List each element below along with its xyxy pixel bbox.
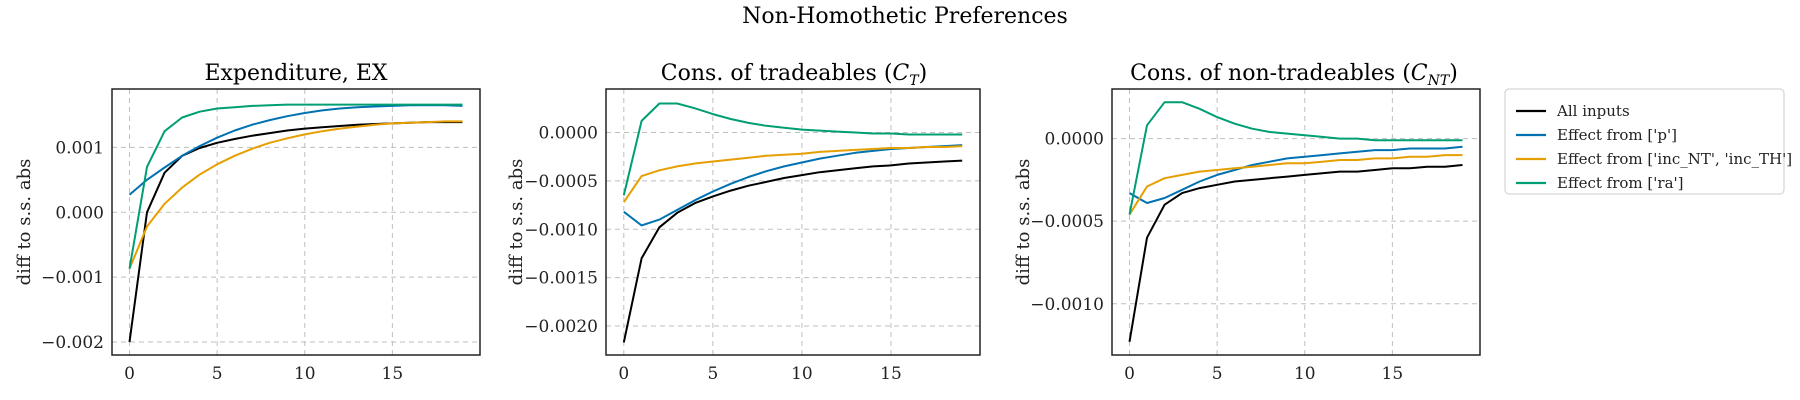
x-tick-label: 10	[791, 364, 813, 384]
series-line	[1128, 101, 1463, 215]
series-line	[623, 144, 963, 227]
panel-title-text: Cons. of tradeables	[661, 61, 877, 86]
y-tick-label: −0.0010	[524, 220, 598, 240]
plot-frame	[111, 88, 481, 356]
y-axis-label: diff to s.s. abs	[506, 159, 527, 286]
panel-title-text: Cons. of non-tradeables	[1130, 61, 1395, 86]
panel-title-sub: T	[909, 73, 920, 89]
figure-title: Non-Homothetic Preferences	[742, 4, 1068, 29]
x-tick-label: 5	[1212, 364, 1223, 384]
series-line	[1128, 154, 1463, 216]
legend-label: Effect from ['p']	[1557, 126, 1677, 144]
y-tick-label: 0.000	[55, 203, 104, 223]
x-tick-label: 0	[618, 364, 629, 384]
panel-title: Cons. of tradeables (CT)	[661, 61, 927, 89]
legend-label: Effect from ['inc_NT', 'inc_TH']	[1557, 150, 1792, 168]
legend-label: Effect from ['ra']	[1557, 174, 1684, 192]
y-tick-label: 0.0000	[1045, 130, 1104, 150]
series-line	[1129, 145, 1463, 204]
series-line	[622, 102, 963, 196]
y-tick-label: −0.0005	[524, 172, 598, 192]
series-line	[622, 145, 963, 203]
y-tick-label: −0.0010	[1030, 295, 1104, 315]
plot-frame	[1111, 88, 1481, 356]
series-line	[622, 159, 963, 343]
x-tick-label: 0	[1124, 364, 1135, 384]
y-tick-label: −0.0005	[1030, 212, 1104, 232]
y-axis-label: diff to s.s. abs	[1013, 159, 1034, 286]
y-tick-label: −0.0020	[524, 317, 598, 337]
x-tick-label: 15	[1382, 364, 1404, 384]
series-line	[128, 103, 463, 269]
y-tick-label: 0.001	[55, 138, 104, 158]
x-tick-label: 15	[382, 364, 404, 384]
x-tick-label: 5	[212, 364, 223, 384]
x-tick-label: 0	[124, 364, 135, 384]
series-line	[128, 121, 463, 343]
panel-title-paren-open: (	[884, 61, 893, 86]
panel-title: Expenditure, EX	[204, 61, 387, 86]
y-tick-label: −0.0015	[524, 269, 598, 289]
y-tick-label: −0.001	[41, 268, 104, 288]
legend: All inputs Effect from ['p'] Effect from […	[1504, 88, 1792, 195]
panel-title-math: C	[892, 61, 909, 86]
series-line	[1128, 164, 1463, 342]
x-tick-label: 10	[1294, 364, 1316, 384]
y-axis-label: diff to s.s. abs	[14, 159, 35, 286]
panel-non-tradeables: Cons. of non-tradeables (CNT) 0 5 10 15 −0.0…	[1013, 61, 1481, 384]
legend-label: All inputs	[1556, 102, 1630, 120]
legend-box	[1504, 88, 1785, 195]
panel-title-paren-close: )	[919, 61, 928, 86]
x-tick-label: 5	[707, 364, 718, 384]
x-tick-label: 10	[294, 364, 316, 384]
y-tick-label: 0.0000	[539, 124, 598, 144]
plot-frame	[605, 88, 981, 356]
panel-tradeables: Cons. of tradeables (CT) 0 5 10 15 −0.0020 −0…	[506, 61, 981, 384]
panel-title: Cons. of non-tradeables (CNT)	[1130, 61, 1458, 89]
panel-expenditure: Expenditure, EX 0 5 10 15 −0.002 −0.001 0.000 0…	[14, 61, 481, 384]
panel-title-paren-open: (	[1402, 61, 1411, 86]
x-tick-label: 15	[880, 364, 902, 384]
panel-title-sub: NT	[1427, 73, 1451, 89]
y-tick-label: −0.002	[41, 333, 104, 353]
panel-title-math: C	[1411, 61, 1428, 86]
panel-title-paren-close: )	[1449, 61, 1458, 86]
series-line	[128, 120, 463, 270]
